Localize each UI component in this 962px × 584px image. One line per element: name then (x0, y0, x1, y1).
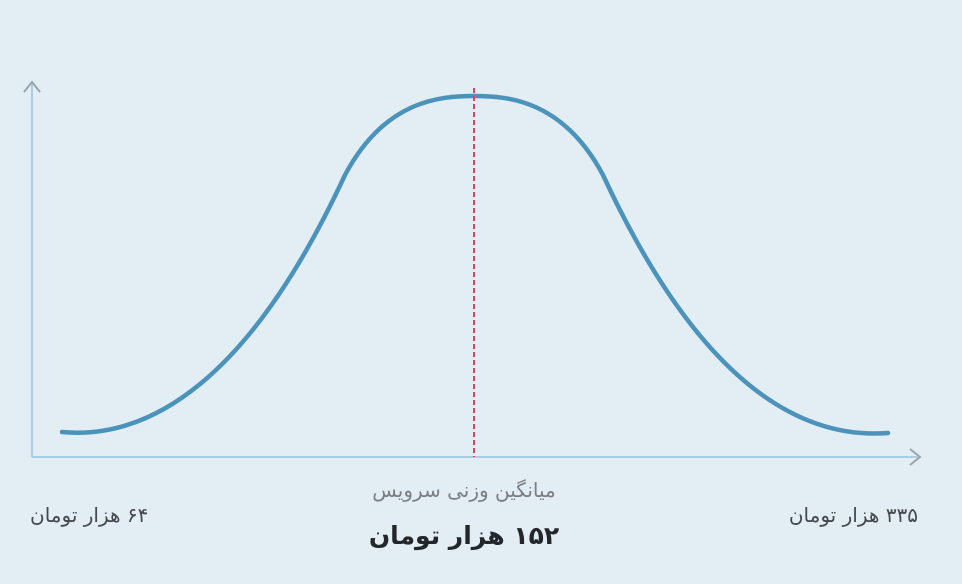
x-axis-arrow (909, 448, 922, 466)
y-axis-arrow (23, 80, 41, 93)
mean-value: ۱۵۲ هزار تومان (368, 521, 560, 550)
min-label: ۶۴ هزار تومان (30, 503, 149, 527)
mean-caption: میانگین وزنی سرویس (372, 478, 556, 502)
max-label: ۳۳۵ هزار تومان (788, 503, 918, 527)
